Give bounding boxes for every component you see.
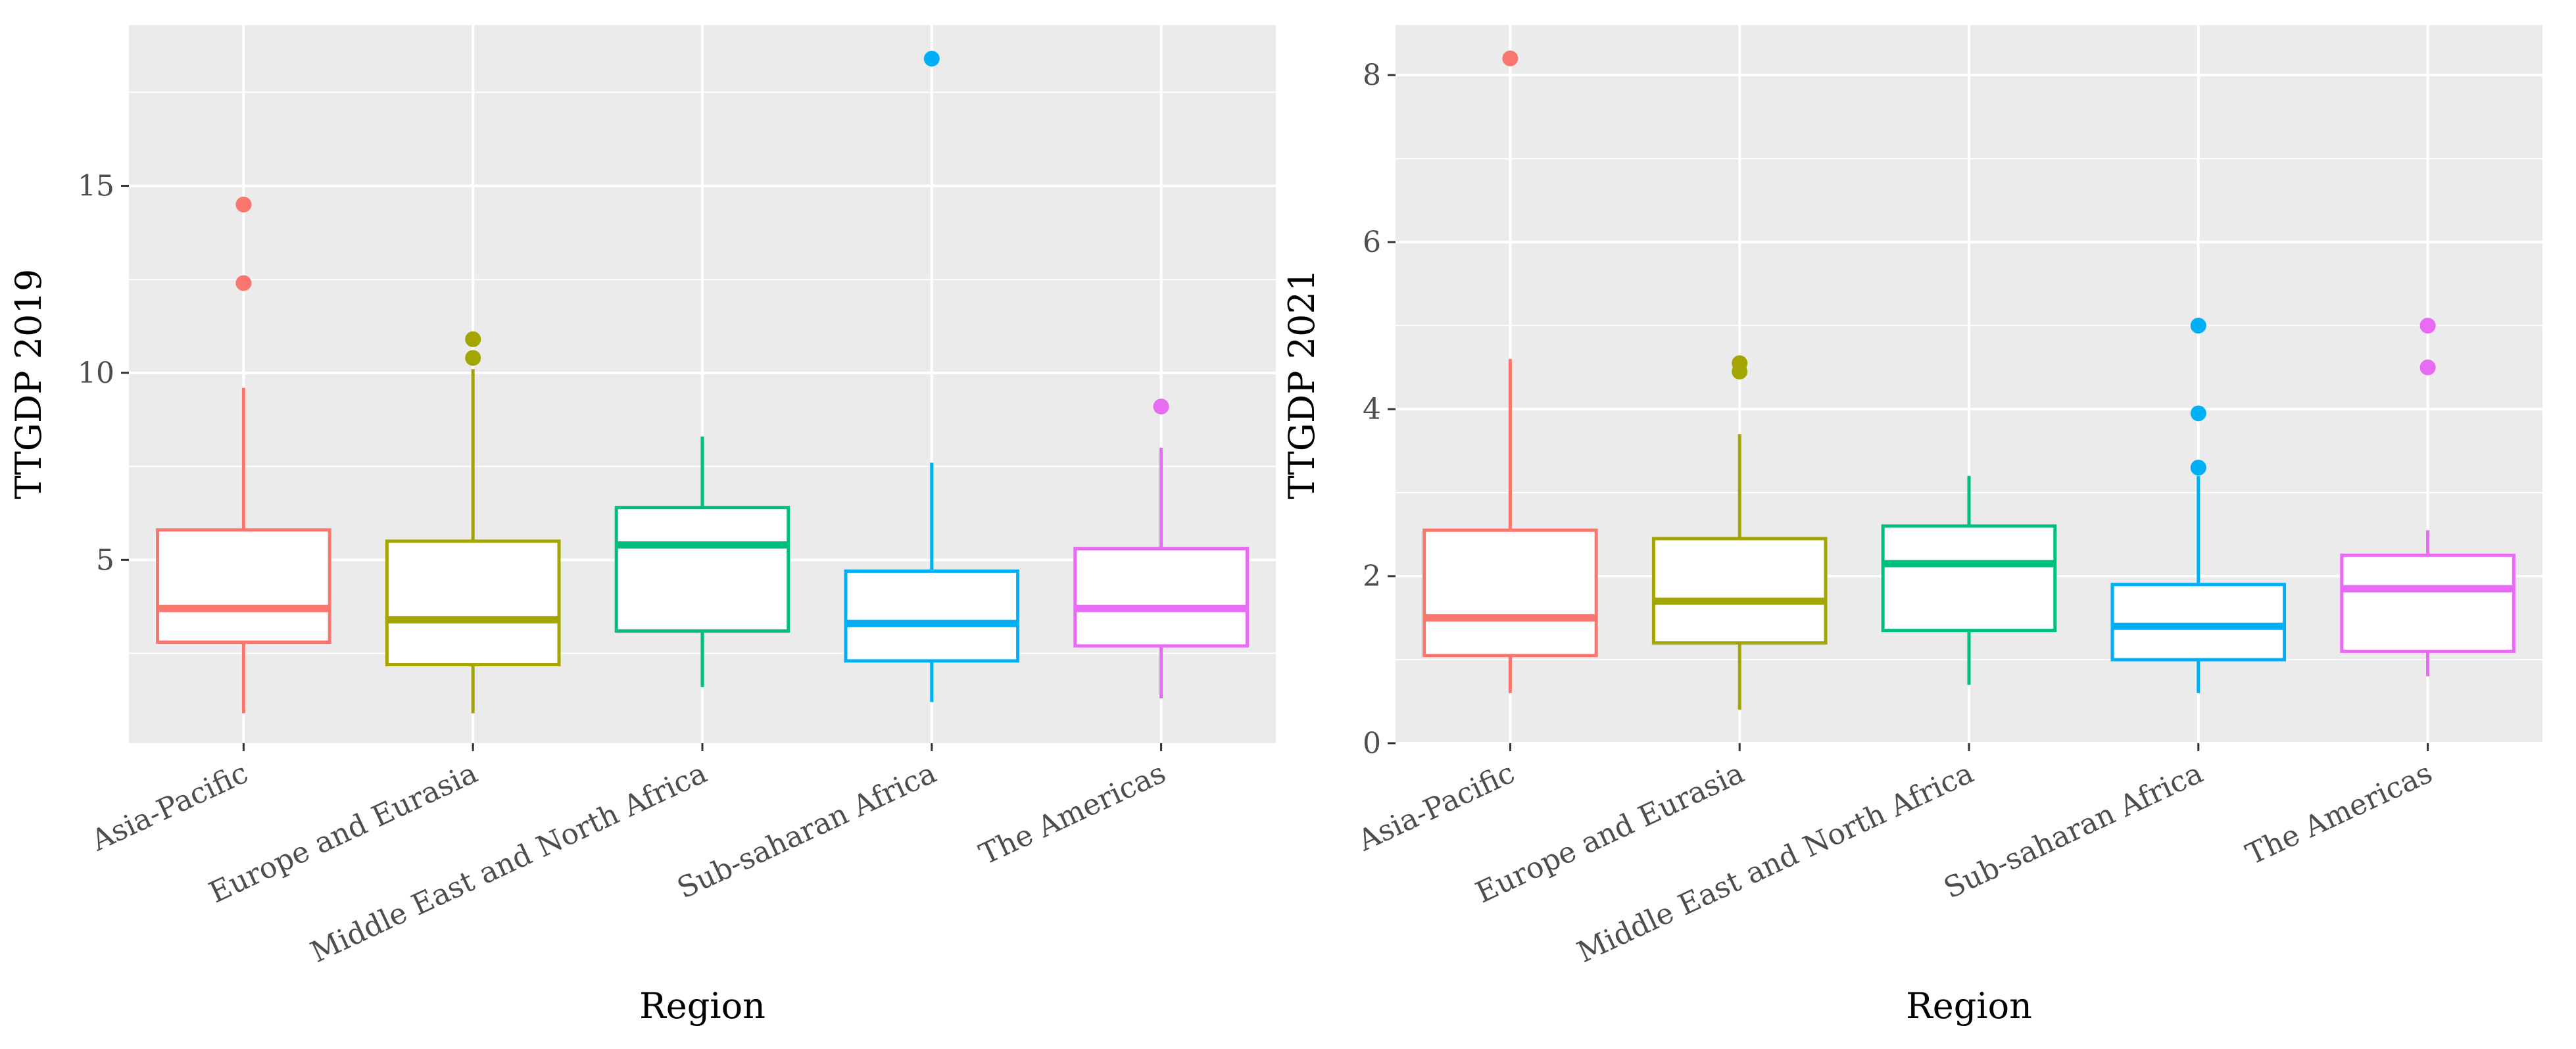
chart1-outlier-point <box>465 331 481 347</box>
chart1-y-tick-label: 10 <box>78 356 114 390</box>
chart2-y-axis-title: TTGDP 2021 <box>1281 269 1323 499</box>
chart2-outlier-point <box>2419 359 2436 376</box>
chart1-outlier-point <box>235 275 252 291</box>
chart2-outlier-point <box>2419 318 2436 334</box>
chart2-x-tick-label: The Americas <box>2241 756 2438 871</box>
chart2-outlier-point <box>1502 50 1519 66</box>
chart2-x-axis-title: Region <box>1906 985 2032 1027</box>
chart2-outlier-point <box>2190 459 2206 476</box>
chart1-outlier-point <box>923 51 940 67</box>
chart2-box <box>1651 537 1828 645</box>
chart1-y-axis-title: TTGDP 2019 <box>8 269 49 499</box>
chart1-x-tick-label: Sub-saharan Africa <box>672 756 941 906</box>
chart2-outlier-point <box>1732 355 1748 372</box>
chart2-y-tick-label: 4 <box>1363 393 1381 426</box>
chart2-x-tick-label: Middle East and North Africa <box>1572 756 1979 969</box>
chart2-outlier-point <box>2190 405 2206 422</box>
chart1-box <box>1073 547 1249 648</box>
chart1-x-tick-label: Asia-Pacific <box>85 756 253 858</box>
chart1-x-tick-label: The Americas <box>975 756 1171 871</box>
chart1-y-tick-label: 15 <box>78 170 114 203</box>
chart1-box <box>614 506 790 633</box>
chart2-y-tick-label: 2 <box>1363 560 1381 593</box>
chart1-box <box>156 528 331 644</box>
chart1-x-tick-label: Middle East and North Africa <box>306 756 712 969</box>
chart2-x-tick-label: Asia-Pacific <box>1352 756 1520 858</box>
chart2-box <box>1422 528 1598 658</box>
chart1-y-tick-label: 5 <box>96 543 114 577</box>
chart1-outlier-point <box>465 350 481 366</box>
chart2-box <box>2110 583 2287 662</box>
chart1-outlier-point <box>1153 399 1169 415</box>
chart2-box <box>1881 524 2057 633</box>
chart1-box <box>385 539 561 667</box>
chart2-y-tick-label: 6 <box>1363 226 1381 259</box>
chart2-outlier-point <box>2190 318 2206 334</box>
chart1-box <box>844 569 1020 663</box>
chart2-box <box>2340 553 2515 653</box>
chart2-y-tick-label: 8 <box>1363 59 1381 92</box>
chart2-x-tick-label: Sub-saharan Africa <box>1939 756 2208 906</box>
chart1-outlier-point <box>235 197 252 212</box>
chart1-x-axis-title: Region <box>639 985 766 1027</box>
chart2-y-tick-label: 0 <box>1363 727 1381 760</box>
